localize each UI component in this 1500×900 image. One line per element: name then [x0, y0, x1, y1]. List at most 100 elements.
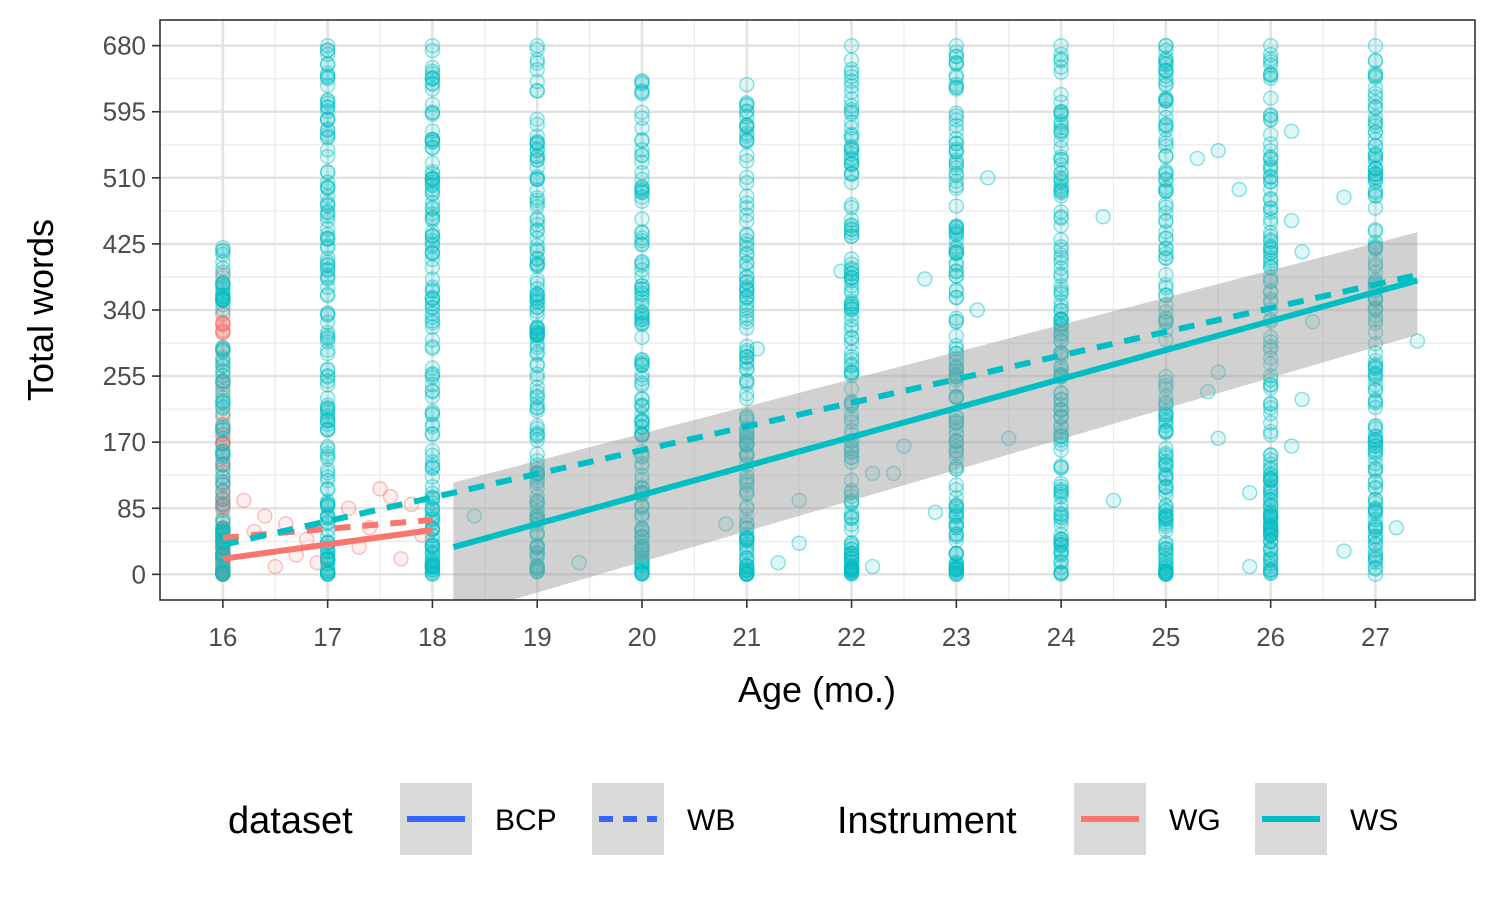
data-point [1053, 321, 1069, 338]
data-point [1158, 563, 1174, 580]
data-point [1053, 502, 1069, 518]
data-point [1262, 533, 1279, 550]
data-point [319, 342, 336, 358]
data-point [1283, 438, 1300, 454]
data-point [529, 327, 545, 343]
data-point [1262, 334, 1279, 350]
data-point [1158, 497, 1174, 513]
data-point [319, 361, 336, 377]
data-point [1158, 287, 1174, 303]
data-point [1242, 558, 1258, 575]
data-point [529, 319, 545, 335]
data-point [948, 157, 965, 173]
data-point [1262, 462, 1279, 478]
data-point [424, 388, 441, 405]
data-point [1367, 382, 1384, 399]
data-point [319, 422, 336, 438]
data-point [424, 177, 441, 194]
data-point [1262, 471, 1279, 487]
data-point [739, 469, 755, 485]
data-point [948, 154, 965, 171]
data-point [1053, 510, 1069, 526]
data-point [424, 565, 441, 581]
data-point [1158, 552, 1174, 568]
data-point [424, 559, 441, 576]
data-point [1053, 303, 1069, 319]
x-axis-title: Age (mo.) [738, 669, 896, 710]
data-point [529, 111, 545, 127]
data-point [319, 122, 336, 139]
data-point [1262, 427, 1279, 443]
data-point [634, 397, 650, 413]
data-point [948, 433, 965, 449]
data-point [215, 484, 231, 500]
data-point [843, 406, 860, 423]
data-point [1367, 445, 1384, 461]
data-point [1053, 489, 1069, 505]
data-point [319, 262, 336, 278]
data-point [843, 541, 860, 558]
data-point [948, 55, 965, 72]
data-point [215, 342, 231, 358]
data-point [1262, 255, 1279, 272]
data-point [529, 41, 545, 58]
data-point [529, 281, 545, 297]
data-point [529, 222, 545, 238]
data-point [529, 356, 545, 372]
data-point [1367, 161, 1384, 177]
data-point [739, 119, 755, 136]
data-point [948, 561, 965, 578]
data-point [634, 352, 650, 368]
data-point [634, 277, 650, 294]
data-point [1053, 140, 1069, 156]
data-point [215, 296, 231, 313]
data-point [948, 167, 965, 184]
data-point [319, 180, 336, 197]
data-point [1367, 368, 1384, 384]
data-point [215, 322, 231, 338]
data-point [739, 445, 755, 461]
data-point [948, 434, 965, 450]
data-point [529, 83, 545, 99]
data-point [319, 142, 336, 158]
data-point [634, 224, 650, 240]
data-point [1367, 145, 1384, 162]
data-point [1262, 51, 1279, 67]
data-point [634, 179, 650, 195]
data-point [634, 521, 650, 538]
data-point [1262, 527, 1279, 544]
data-point [215, 460, 231, 477]
data-point [739, 372, 755, 389]
data-point [1367, 535, 1384, 552]
data-point [424, 442, 441, 459]
data-point [1262, 215, 1279, 231]
data-point [634, 546, 650, 562]
data-point [1053, 302, 1069, 318]
data-point [843, 156, 860, 173]
data-point [1367, 560, 1384, 576]
data-point [424, 210, 441, 227]
data-point [739, 562, 755, 578]
data-point [529, 336, 545, 353]
data-point [215, 373, 231, 389]
data-point [319, 465, 336, 481]
data-point [215, 383, 231, 399]
data-point [319, 324, 336, 341]
data-point [1262, 558, 1279, 574]
data-point [215, 292, 231, 308]
data-point [424, 559, 441, 576]
data-point [843, 260, 860, 277]
data-point [529, 160, 545, 176]
data-point [1158, 109, 1174, 126]
data-point [1262, 241, 1279, 258]
y-tick-label: 340 [103, 295, 146, 325]
data-point [1262, 507, 1279, 524]
data-point [319, 126, 336, 142]
data-point [319, 397, 336, 413]
data-point [948, 328, 965, 344]
data-point [1367, 67, 1384, 83]
data-point [843, 440, 860, 457]
data-point [424, 63, 441, 79]
data-point [1158, 37, 1174, 54]
data-point [1262, 181, 1279, 198]
